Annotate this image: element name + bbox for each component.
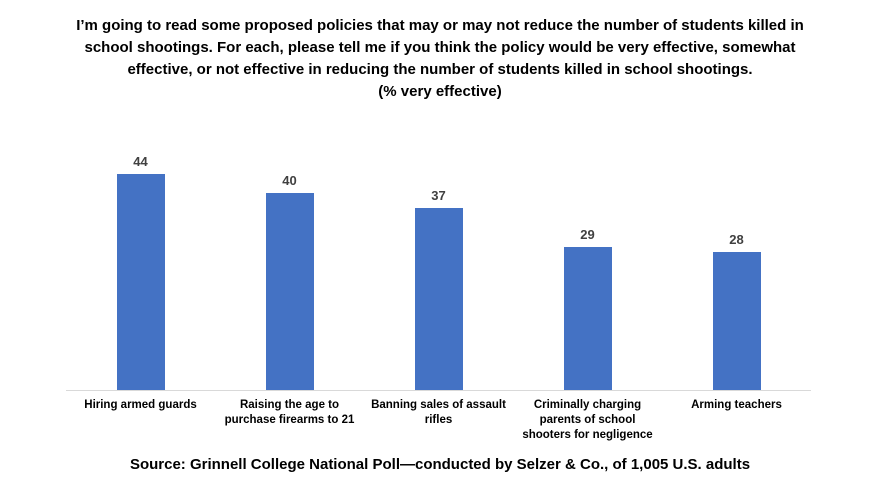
category-label: Arming teachers (691, 399, 782, 411)
bar-value-label: 44 (133, 154, 148, 169)
bar-column: 28 (662, 144, 811, 390)
category-label: Raising the age to purchase firearms to … (224, 399, 355, 426)
bar (712, 252, 761, 390)
x-axis-line (66, 390, 811, 391)
bar-value-label: 29 (580, 227, 595, 242)
category-row: Hiring armed guards Raising the age to pu… (66, 398, 811, 443)
bar-column: 40 (215, 144, 364, 390)
chart-title-line: I’m going to read some proposed policies… (76, 17, 804, 34)
source-text: Source: Grinnell College National Poll—c… (129, 456, 751, 473)
category-label: Criminally charging parents of school sh… (522, 399, 653, 441)
bar-column: 29 (513, 144, 662, 390)
bar-column: 37 (364, 144, 513, 390)
bar (265, 193, 314, 390)
bar (116, 174, 165, 390)
bar-value-label: 37 (431, 188, 446, 203)
bars-row: 44 40 37 29 28 (66, 144, 811, 390)
category-label: Banning sales of assault rifles (371, 399, 506, 426)
chart-title: I’m going to read some proposed policies… (0, 15, 880, 103)
bar (563, 247, 612, 390)
bar-value-label: 28 (729, 232, 744, 247)
chart-subtitle: (% very effective) (378, 83, 502, 100)
chart-title-line: effective, or not effective in reducing … (127, 61, 753, 78)
bar-column: 44 (66, 144, 215, 390)
bar-value-label: 40 (282, 173, 297, 188)
bar (414, 208, 463, 390)
chart-title-line: school shootings. For each, please tell … (84, 39, 796, 56)
category-label: Hiring armed guards (84, 399, 197, 411)
